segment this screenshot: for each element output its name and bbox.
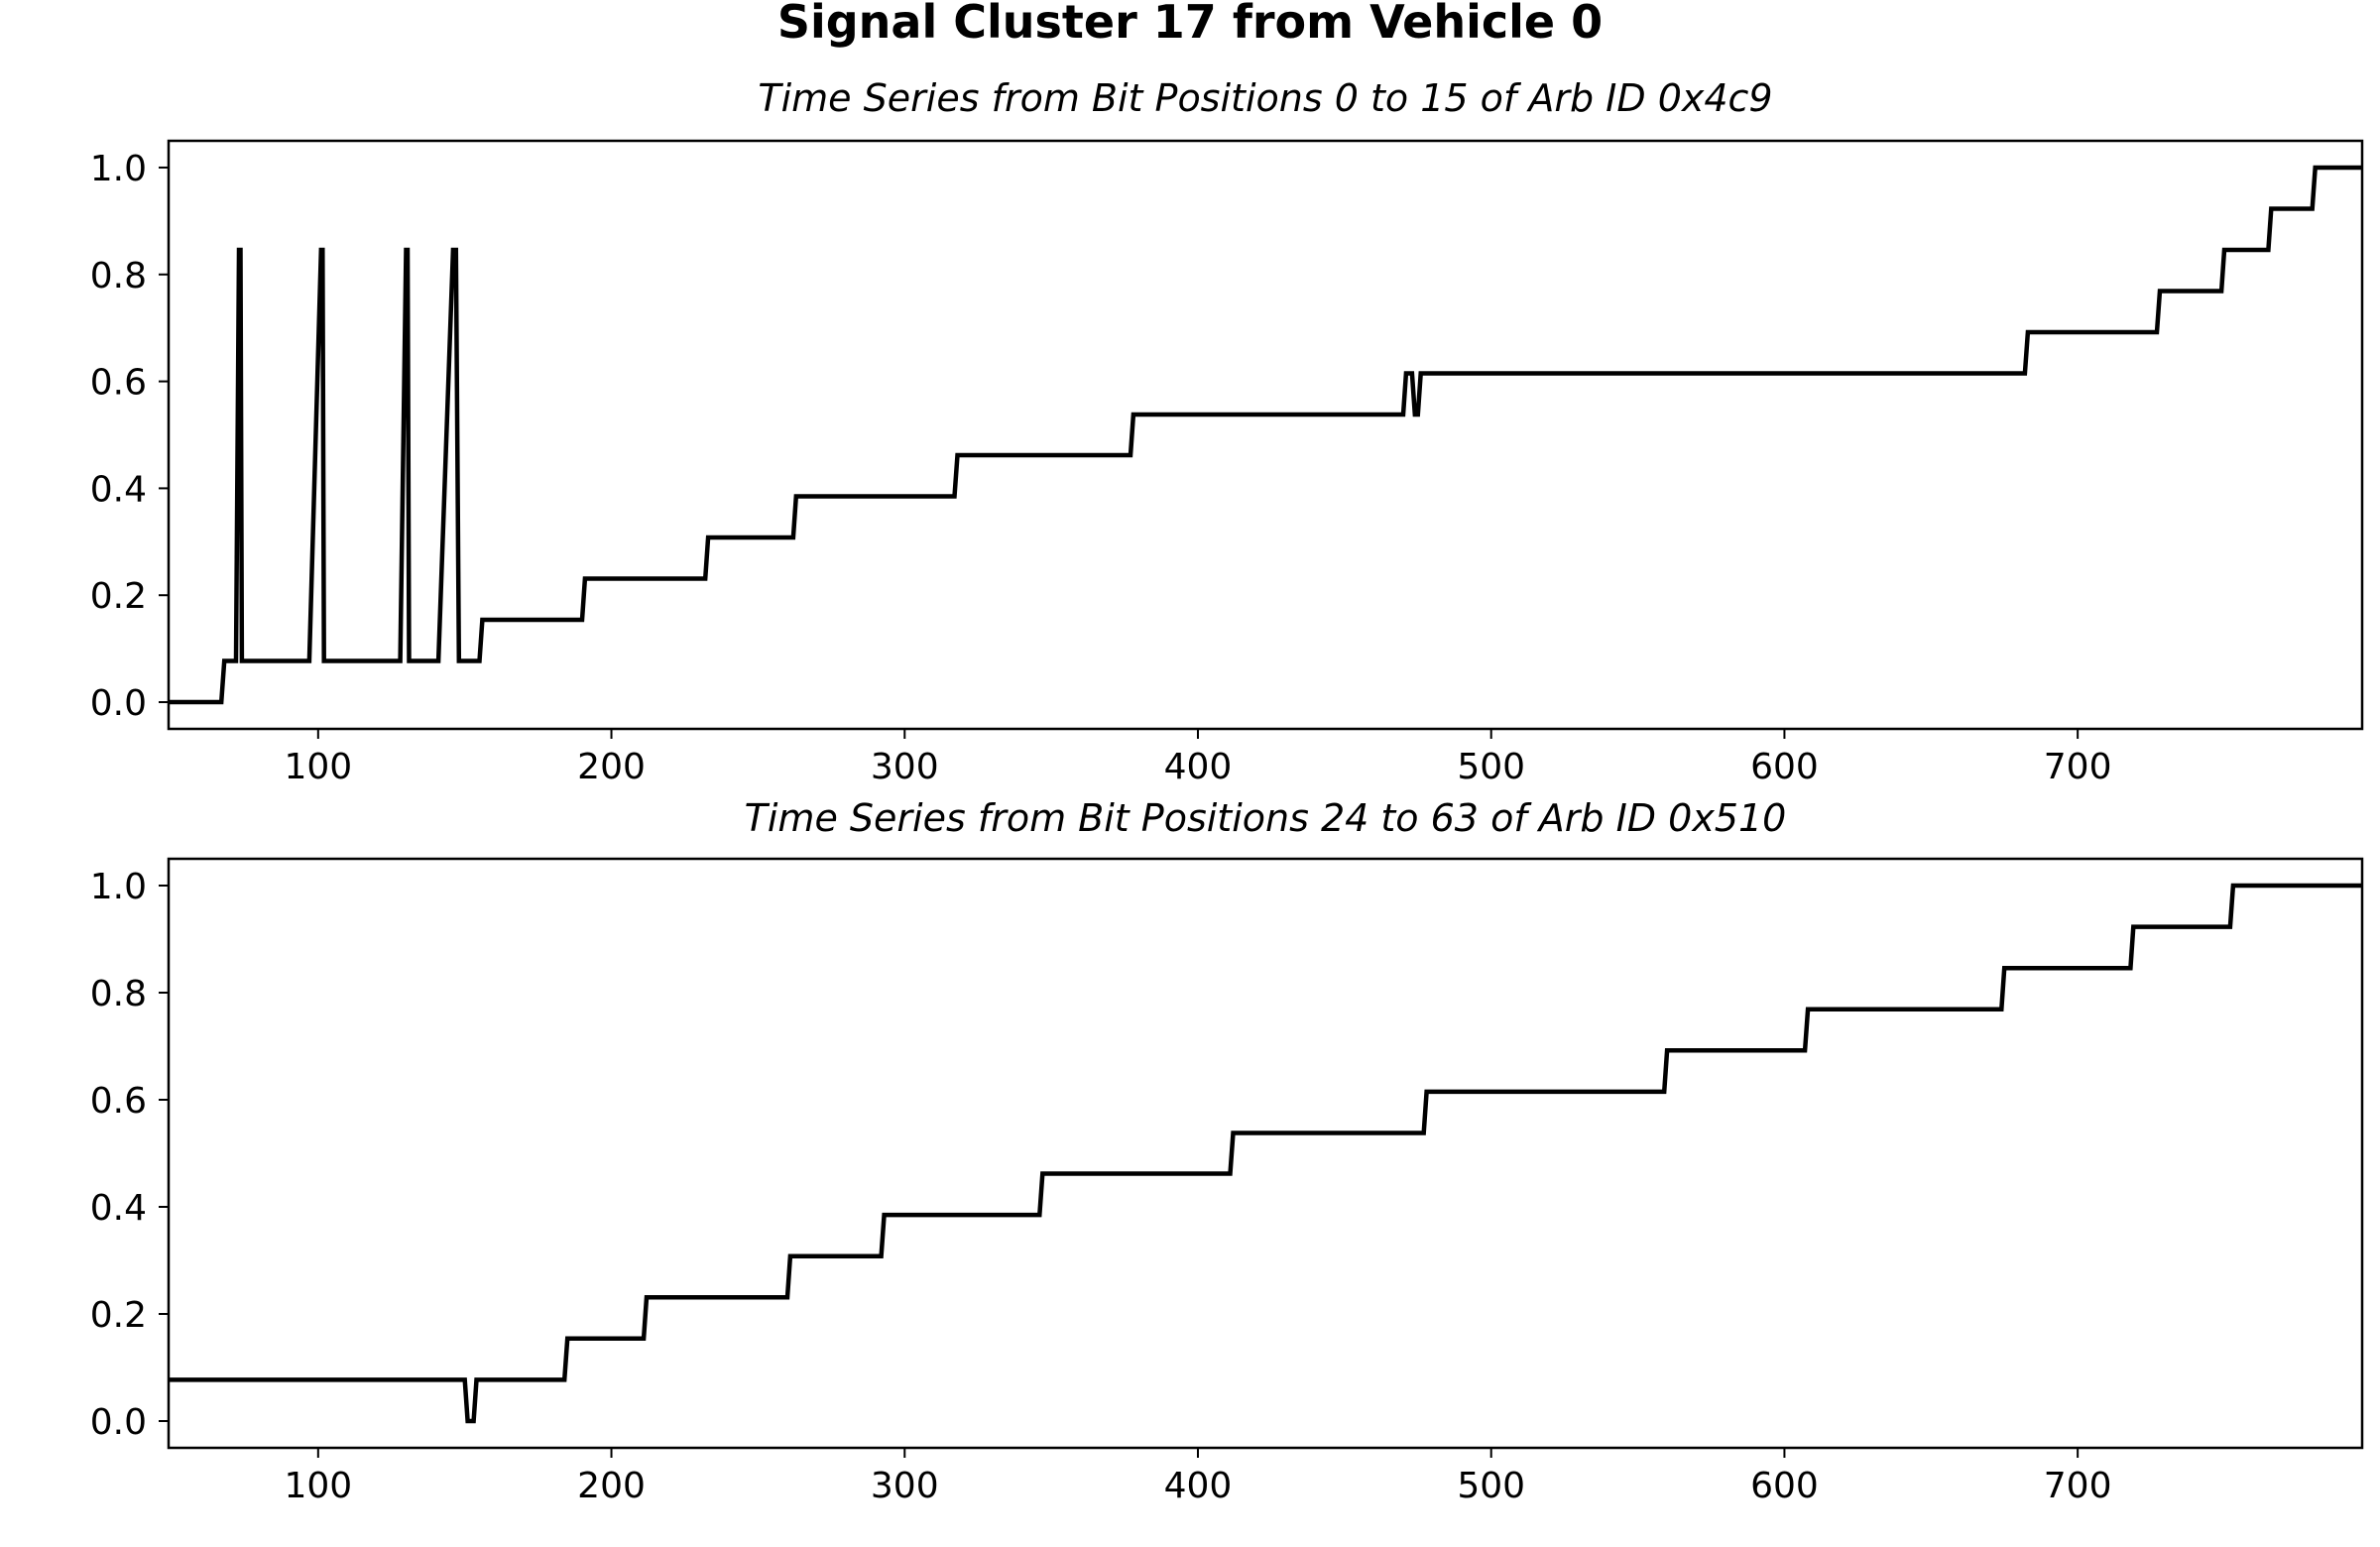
x-tick-label: 300 — [871, 1466, 939, 1506]
y-tick-label: 0.8 — [90, 974, 147, 1014]
series-line — [169, 883, 2362, 1424]
y-tick-label: 0.6 — [90, 363, 147, 404]
x-tick-label: 200 — [577, 1466, 646, 1506]
figure-title: Signal Cluster 17 from Vehicle 0 — [777, 0, 1603, 49]
x-tick-label: 500 — [1457, 1466, 1525, 1506]
y-tick-label: 0.0 — [90, 1402, 147, 1443]
plot-frame — [167, 857, 2364, 1450]
x-tick-label: 500 — [1457, 747, 1525, 787]
y-tick-label: 0.0 — [90, 683, 147, 724]
subplot-bottom: Time Series from Bit Positions 24 to 63 … — [90, 796, 2364, 1506]
y-tick-label: 0.2 — [90, 1295, 147, 1336]
y-tick-label: 0.2 — [90, 576, 147, 617]
y-tick-label: 0.8 — [90, 256, 147, 297]
x-tick-label: 400 — [1164, 1466, 1233, 1506]
subplot-top: Time Series from Bit Positions 0 to 15 o… — [90, 76, 2364, 787]
y-tick-label: 0.4 — [90, 469, 147, 510]
x-tick-label: 200 — [577, 747, 646, 787]
x-tick-label: 600 — [1750, 1466, 1819, 1506]
y-tick-label: 1.0 — [90, 149, 147, 189]
x-tick-label: 700 — [2044, 1466, 2112, 1506]
subplot-title: Time Series from Bit Positions 24 to 63 … — [745, 796, 1787, 840]
plot-frame — [167, 139, 2364, 731]
x-tick-label: 400 — [1164, 747, 1233, 787]
x-tick-label: 300 — [871, 747, 939, 787]
y-tick-label: 0.6 — [90, 1081, 147, 1122]
x-tick-label: 700 — [2044, 747, 2112, 787]
y-tick-label: 1.0 — [90, 867, 147, 907]
y-tick-label: 0.4 — [90, 1188, 147, 1229]
series-line — [169, 165, 2362, 705]
x-tick-label: 100 — [284, 1466, 352, 1506]
x-tick-label: 600 — [1750, 747, 1819, 787]
subplot-title: Time Series from Bit Positions 0 to 15 o… — [758, 76, 1772, 120]
x-tick-label: 100 — [284, 747, 352, 787]
